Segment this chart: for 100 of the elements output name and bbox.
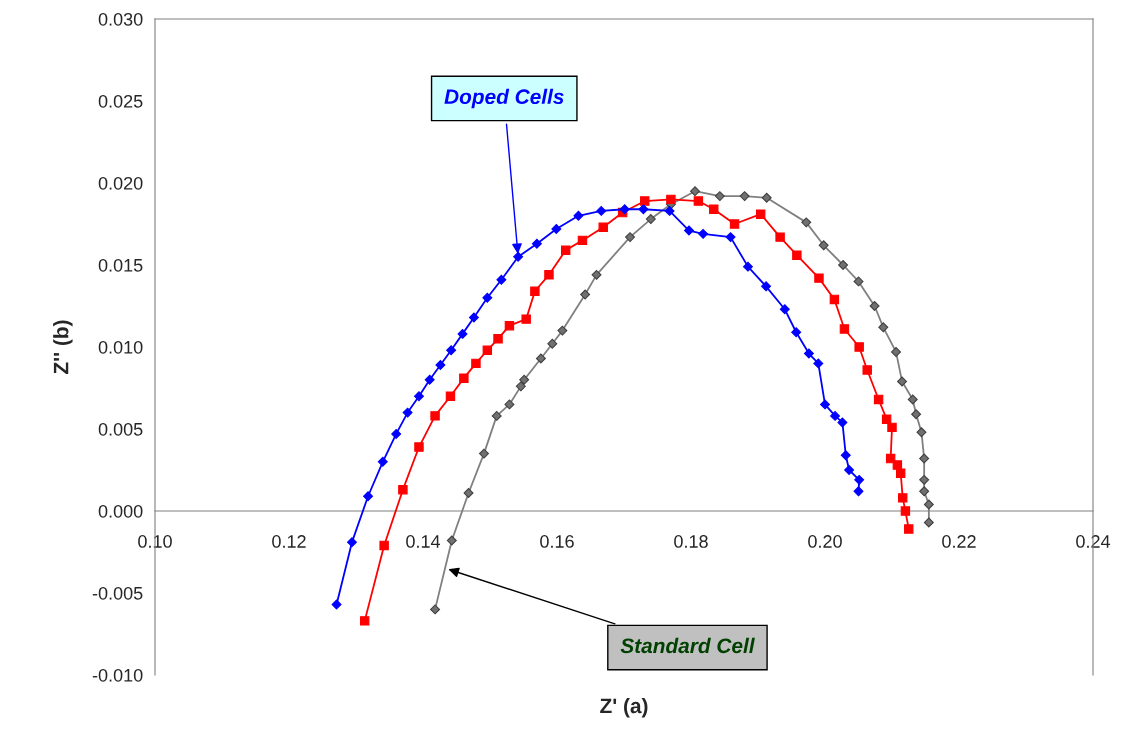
point (714, 191, 725, 202)
point (363, 491, 374, 502)
point (521, 314, 531, 324)
x-tick-label: 0.20 (808, 535, 842, 548)
y-tick-label: -0.005 (92, 586, 143, 600)
x-tick-label: 0.24 (1076, 535, 1111, 548)
y-tick-label: 0.020 (98, 176, 143, 190)
point (739, 191, 750, 202)
point (684, 225, 694, 236)
point (557, 325, 568, 336)
point (391, 428, 402, 439)
y-tick-label: 0.025 (98, 94, 143, 108)
point (459, 373, 469, 383)
point (829, 294, 840, 305)
point (596, 205, 607, 216)
x-tick-label: 0.22 (942, 535, 976, 548)
point (904, 524, 914, 534)
point (725, 232, 736, 243)
point (709, 204, 719, 214)
point (457, 328, 468, 339)
point (818, 240, 829, 251)
point (891, 346, 901, 357)
point (878, 322, 889, 333)
point (544, 270, 554, 280)
point (854, 342, 864, 352)
point (854, 474, 865, 485)
point (897, 493, 908, 503)
point (414, 442, 424, 452)
point (504, 399, 515, 410)
point (814, 273, 824, 283)
point (560, 245, 571, 255)
point (504, 320, 515, 331)
y-axis-title: Z'' (b) (53, 320, 73, 374)
point (837, 417, 848, 428)
point (519, 374, 530, 385)
point (493, 334, 503, 344)
point (840, 450, 851, 461)
annotation: Doped Cells (444, 88, 564, 109)
point (482, 292, 493, 303)
point (478, 448, 489, 459)
point (830, 410, 841, 421)
point (645, 214, 656, 225)
point (377, 456, 388, 467)
point (761, 192, 772, 203)
point (916, 427, 927, 438)
point (779, 304, 790, 315)
point (535, 353, 546, 364)
point (853, 276, 864, 287)
annotation: Standard Cell (620, 637, 755, 654)
point (844, 465, 855, 475)
point (625, 232, 636, 243)
point (755, 209, 766, 219)
point (881, 414, 892, 424)
point (414, 391, 424, 402)
point (398, 484, 408, 495)
x-tick-label: 0.14 (406, 535, 441, 548)
point (892, 460, 903, 470)
point (638, 204, 649, 215)
y-tick-label: 0.005 (98, 422, 143, 436)
point (923, 499, 934, 510)
point (598, 222, 608, 233)
point (331, 599, 342, 610)
point (895, 468, 906, 479)
point (775, 232, 785, 242)
point (690, 186, 700, 197)
point (729, 219, 740, 229)
point (347, 537, 357, 548)
point (792, 250, 802, 260)
point (468, 312, 479, 323)
x-tick-label: 0.12 (272, 535, 306, 548)
point (693, 196, 704, 206)
point (698, 228, 709, 239)
point (873, 394, 884, 405)
point (573, 210, 584, 221)
point (430, 604, 441, 615)
point (359, 616, 370, 626)
point (446, 535, 457, 546)
point (551, 223, 562, 234)
point (853, 486, 864, 497)
point (530, 286, 540, 296)
point (820, 399, 830, 410)
point (445, 391, 456, 401)
point (742, 261, 753, 272)
point (911, 409, 922, 420)
point (919, 474, 930, 485)
point (907, 394, 918, 405)
point (463, 487, 474, 498)
point (761, 281, 772, 292)
point (640, 196, 650, 206)
point (402, 407, 413, 418)
point (435, 360, 446, 371)
point (496, 274, 507, 285)
point (513, 251, 524, 262)
point (446, 345, 457, 356)
point (900, 506, 911, 516)
y-tick-label: -0.010 (92, 668, 143, 682)
point (424, 374, 435, 385)
point (471, 358, 481, 369)
point (666, 194, 676, 205)
x-axis-title: Z' (a) (600, 697, 648, 718)
